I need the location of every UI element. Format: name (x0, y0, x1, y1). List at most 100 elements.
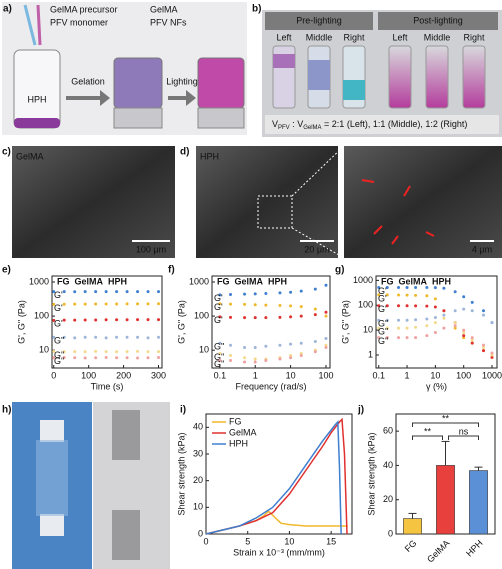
sem-image (344, 146, 502, 258)
data-point (146, 336, 150, 340)
header-box (265, 12, 373, 30)
series-label: G'' (378, 327, 389, 337)
x-tick-label: 0 (203, 536, 208, 546)
data-point (299, 289, 303, 293)
data-point (52, 349, 56, 353)
data-point (125, 318, 129, 322)
data-point (73, 290, 77, 294)
data-point (385, 304, 389, 308)
data-point (377, 318, 381, 322)
data-point (324, 283, 328, 287)
data-point (397, 326, 401, 330)
y-tick-label: 1000 (353, 275, 373, 285)
data-point (324, 310, 328, 314)
caption-part: : V (290, 119, 304, 129)
data-point (83, 356, 87, 360)
data-point (243, 345, 247, 349)
data-point (218, 302, 222, 306)
x-tick-label: HPH (464, 538, 485, 559)
sem-image (12, 146, 175, 258)
series-label: G'' (378, 336, 389, 346)
data-point (83, 318, 87, 322)
data-point (453, 290, 457, 294)
data-point (324, 337, 328, 341)
data-point (253, 292, 257, 296)
clamp (40, 514, 64, 536)
data-point (157, 350, 161, 354)
data-point (313, 287, 317, 291)
bar (436, 465, 455, 535)
legend-label: GelMA (75, 276, 104, 286)
data-point (264, 358, 268, 362)
data-point (62, 355, 66, 359)
data-point (218, 315, 222, 319)
series-label: G'' (378, 319, 389, 329)
data-point (385, 293, 389, 297)
data-point (157, 302, 161, 306)
vial-label: HPH (27, 94, 46, 104)
panel-letter: h) (2, 405, 11, 416)
data-point (324, 345, 328, 349)
data-point (385, 318, 389, 322)
data-point (253, 360, 257, 364)
fixture (112, 510, 140, 560)
data-point (414, 285, 418, 289)
series-label: G'' (54, 336, 65, 346)
data-point (146, 350, 150, 354)
data-point (385, 336, 389, 340)
scale-label: 100 μm (136, 244, 166, 254)
panel-d: d) HPH 20 μm 4 μm (180, 145, 502, 259)
data-point (94, 356, 98, 360)
caption-sub: GelMA (303, 125, 321, 131)
data-point (462, 307, 466, 311)
panel-letter: a) (3, 4, 12, 15)
data-point (481, 343, 485, 347)
x-axis-label: γ (%) (426, 381, 447, 391)
series-label: G'' (214, 342, 225, 352)
series-label: G' (54, 319, 63, 329)
legend-label: PFV NFs (150, 17, 187, 27)
data-point (425, 324, 429, 328)
series-label: G' (378, 293, 387, 303)
data-point (289, 315, 293, 319)
step-label: Gelation (71, 76, 105, 86)
y-tick-label: 100 (358, 300, 373, 310)
data-point (157, 335, 161, 339)
data-point (228, 358, 232, 362)
x-tick-label: 0 (51, 370, 56, 380)
vial-base (197, 107, 245, 129)
panel-letter: b) (252, 4, 261, 15)
data-point (397, 336, 401, 340)
legend-label: GelMA (150, 4, 178, 14)
data-point (470, 309, 474, 313)
legend-label: HPH (432, 276, 451, 286)
position-label: Right (463, 32, 485, 42)
tube (425, 45, 449, 109)
legend-label: GelMA (235, 276, 264, 286)
series-label: G' (54, 303, 63, 313)
x-tick-label: GelMA (425, 538, 452, 565)
data-point (397, 293, 401, 297)
y-axis-label: Shear strength (kPa) (176, 432, 186, 515)
data-point (481, 349, 485, 353)
data-point (52, 356, 56, 360)
vial-base (113, 107, 163, 129)
data-point (425, 317, 429, 321)
data-point (253, 357, 257, 361)
data-point (324, 343, 328, 347)
pipette (36, 4, 42, 46)
data-point (62, 318, 66, 322)
panel-letter: e) (2, 265, 11, 276)
data-point (462, 334, 466, 338)
series-label: G' (378, 286, 387, 296)
data-point (115, 318, 119, 322)
x-axis-label: Time (s) (91, 381, 124, 391)
data-point (313, 339, 317, 343)
red-arrows (361, 179, 435, 245)
data-point (377, 304, 381, 308)
y-axis-label: G', G'' (Pa) (176, 300, 186, 344)
legend-label: FG (217, 276, 230, 286)
data-point (278, 303, 282, 307)
data-point (278, 357, 282, 361)
x-tick-label: 10 (430, 370, 440, 380)
